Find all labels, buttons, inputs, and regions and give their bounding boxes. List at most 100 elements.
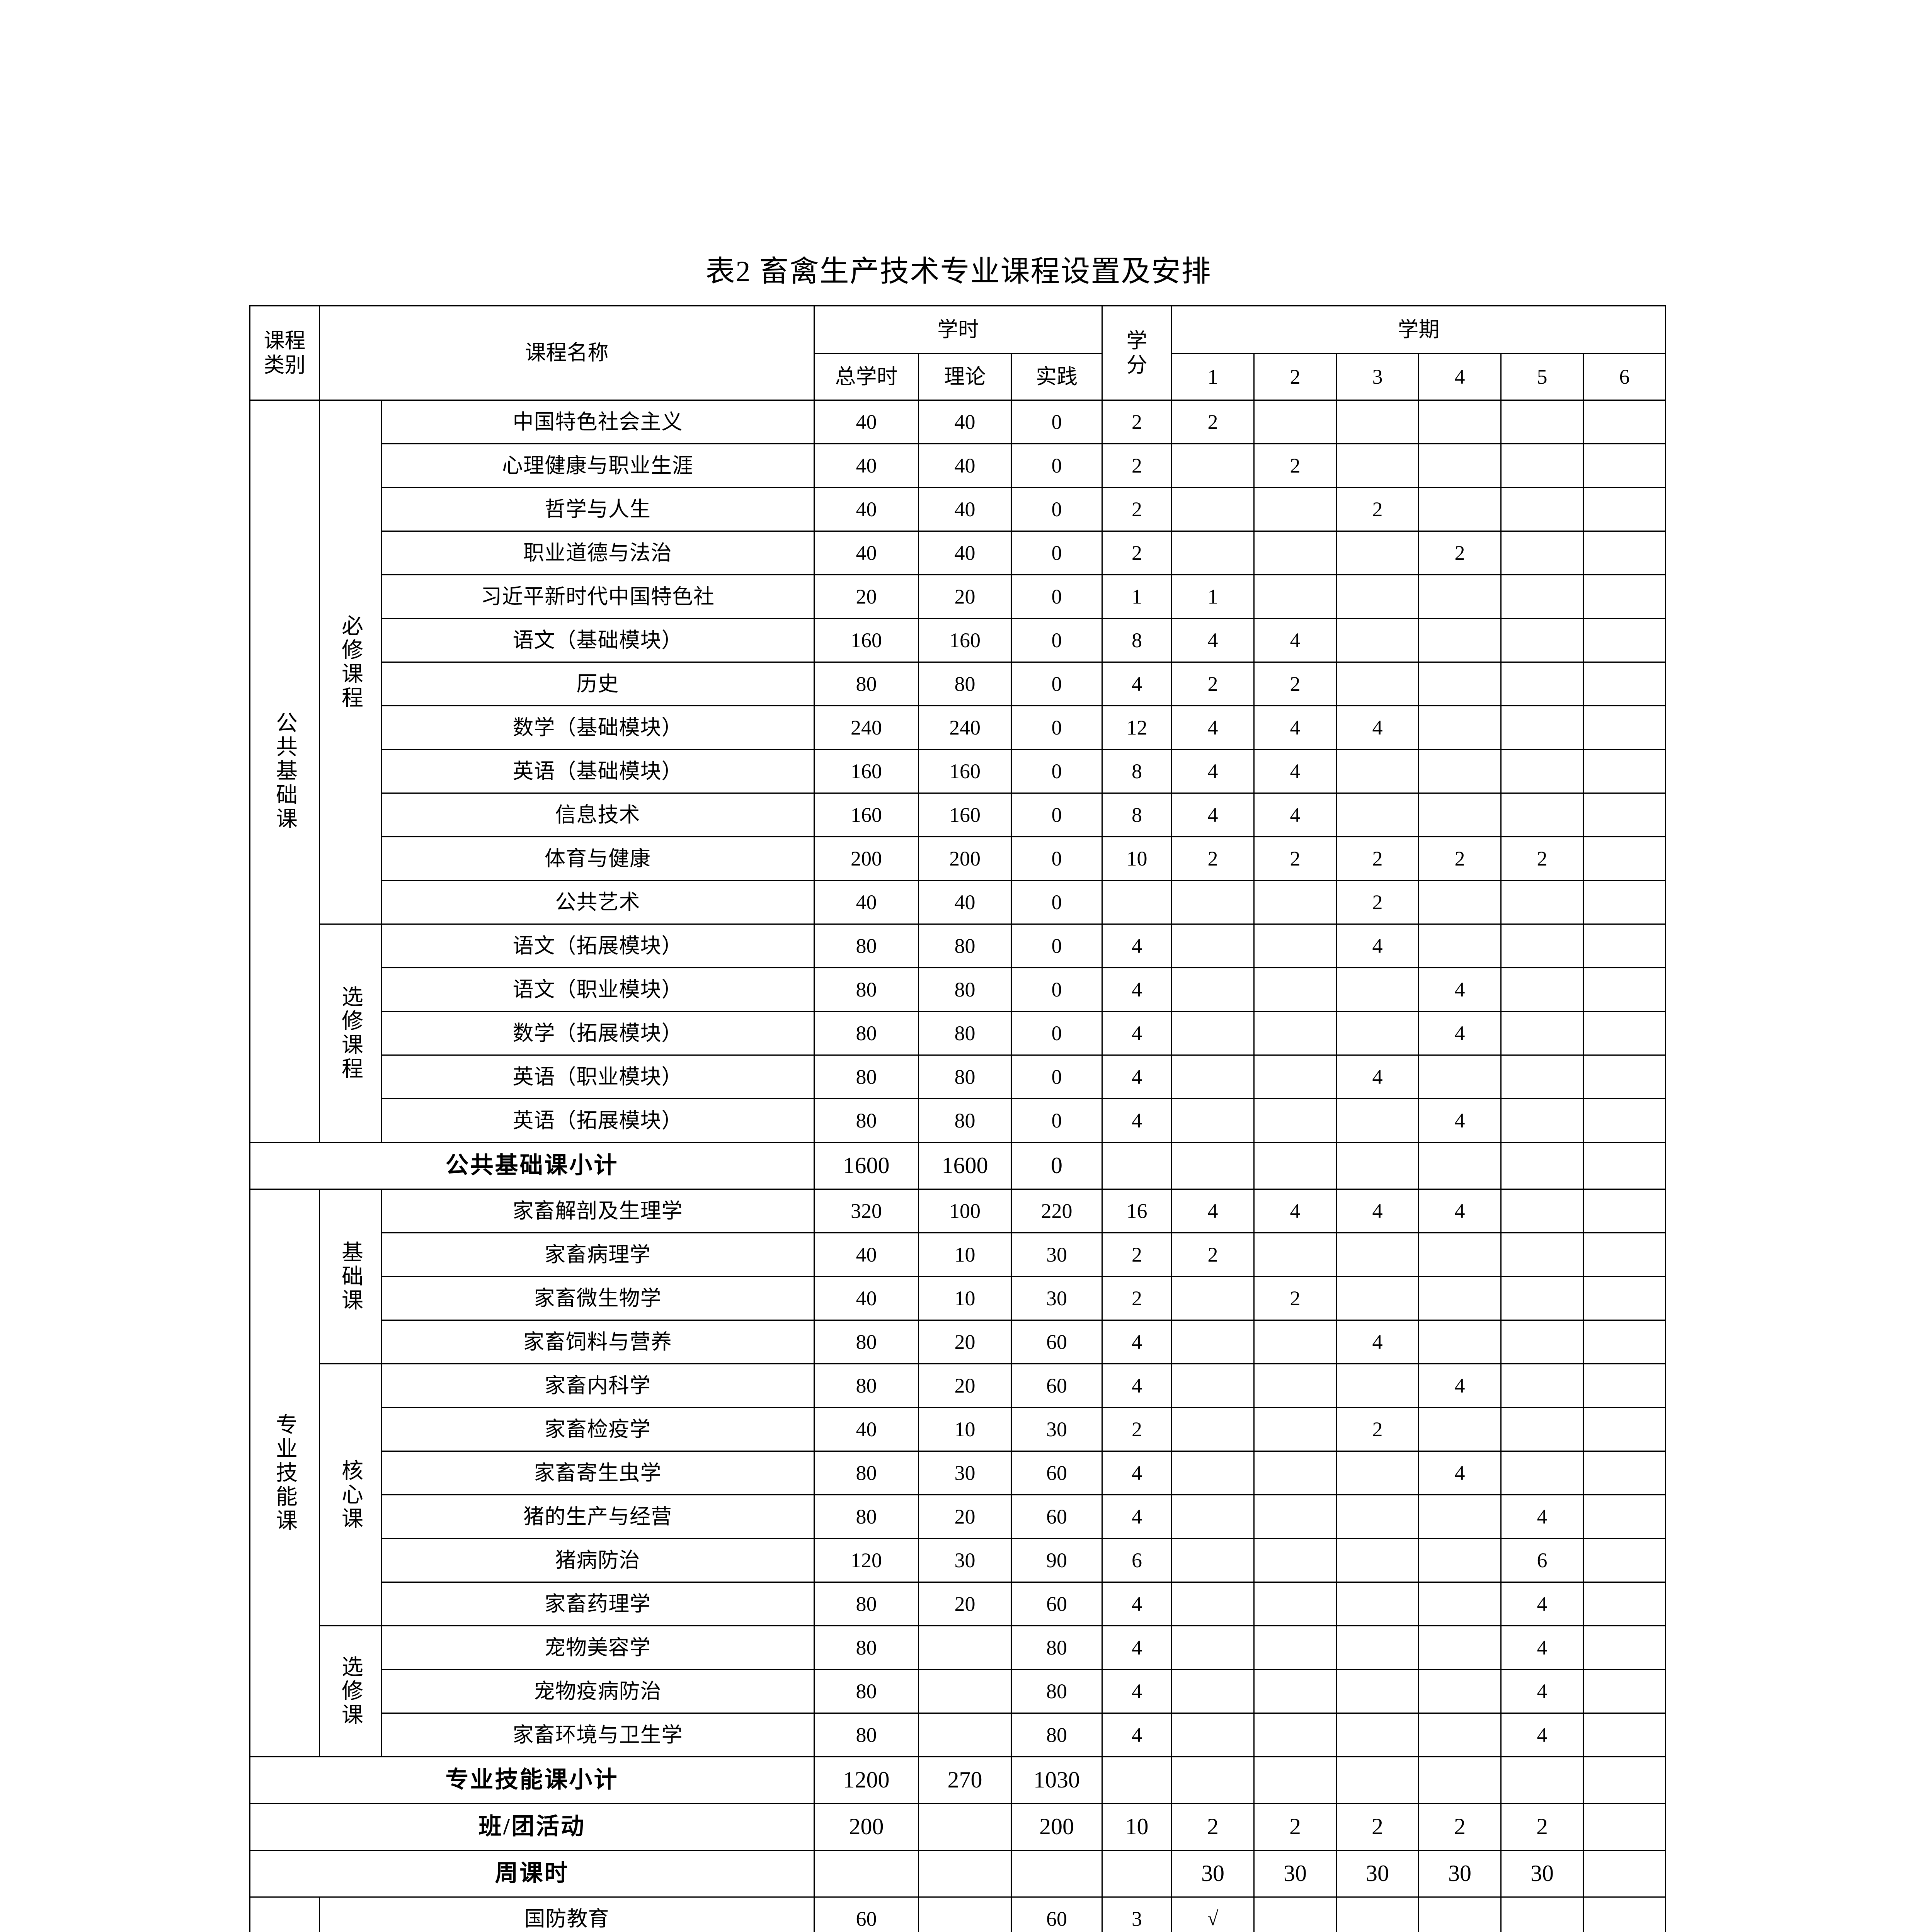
semester-6-cell xyxy=(1583,1582,1666,1626)
practice-hours-cell: 60 xyxy=(1011,1363,1103,1408)
table-row: 家畜环境与卫生学 80 80 4 4 xyxy=(250,1713,1666,1757)
credit-cell: 8 xyxy=(1102,618,1172,663)
semester-3-cell xyxy=(1336,400,1419,444)
table-row: 选修课程 语文（拓展模块） 80 80 0 4 4 xyxy=(250,923,1666,1143)
semester-6-cell xyxy=(1583,1189,1666,1233)
credit-cell: 8 xyxy=(1102,749,1172,794)
course-name-cell: 家畜病理学 xyxy=(381,1232,815,1277)
credit-cell: 10 xyxy=(1102,836,1172,881)
total-hours-cell: 80 xyxy=(814,967,919,1012)
semester-2-cell: 4 xyxy=(1253,1189,1337,1233)
subcategory-core-course-label: 核心课 xyxy=(338,1459,363,1531)
semester-6-cell xyxy=(1583,1276,1666,1321)
semester-3-cell: 4 xyxy=(1336,923,1419,968)
public-basic-subtotal-label: 公共基础课小计 xyxy=(249,1142,815,1190)
total-hours-cell: 40 xyxy=(814,487,919,532)
semester-5-cell xyxy=(1500,443,1584,488)
semester-2-cell xyxy=(1253,1011,1337,1056)
theory-hours-cell: 40 xyxy=(918,487,1012,532)
subcategory-basic-course: 基础课 xyxy=(319,1189,382,1364)
class-activity-semester-2: 2 xyxy=(1253,1803,1337,1851)
semester-4-cell: 4 xyxy=(1418,1451,1502,1495)
course-name-cell: 家畜内科学 xyxy=(381,1363,815,1408)
semester-2-cell: 2 xyxy=(1253,662,1337,706)
semester-2-cell xyxy=(1253,574,1337,619)
class-activity-total-hours: 200 xyxy=(814,1803,919,1851)
total-hours-cell: 60 xyxy=(814,1896,919,1932)
theory-hours-cell: 20 xyxy=(918,1320,1012,1364)
semester-3-cell xyxy=(1336,1098,1419,1143)
header-total-hours: 总学时 xyxy=(814,353,919,401)
table-row: 心理健康与职业生涯 40 40 0 2 2 xyxy=(250,443,1666,488)
semester-4-cell: 4 xyxy=(1418,967,1502,1012)
theory-hours-cell xyxy=(918,1896,1012,1932)
course-name-cell: 心理健康与职业生涯 xyxy=(381,443,815,488)
subtotal-semester-4 xyxy=(1418,1142,1502,1190)
semester-6-cell xyxy=(1583,618,1666,663)
practice-hours-cell: 0 xyxy=(1011,1098,1103,1143)
credit-cell: 6 xyxy=(1102,1538,1172,1583)
page-title: 表2 畜禽生产技术专业课程设置及安排 xyxy=(705,255,1212,288)
practice-hours-cell: 90 xyxy=(1011,1538,1103,1583)
category-public-basic-label: 公共基础课 xyxy=(272,711,297,831)
semester-3-cell: 4 xyxy=(1336,1054,1419,1099)
weekly-credit xyxy=(1102,1850,1172,1898)
semester-4-cell xyxy=(1418,662,1502,706)
credit-cell: 2 xyxy=(1102,443,1172,488)
practice-hours-cell: 220 xyxy=(1011,1189,1103,1233)
subtotal-semester-3 xyxy=(1336,1142,1419,1190)
semester-2-cell: 2 xyxy=(1253,836,1337,881)
semester-4-cell xyxy=(1418,1625,1502,1670)
semester-5-cell xyxy=(1500,618,1584,663)
semester-1-cell xyxy=(1171,923,1255,968)
semester-5-cell: 4 xyxy=(1500,1669,1584,1714)
semester-1-cell xyxy=(1171,1713,1255,1757)
semester-5-cell xyxy=(1500,923,1584,968)
practice-hours-cell: 80 xyxy=(1011,1625,1103,1670)
semester-1-cell xyxy=(1171,531,1255,575)
subcategory-required-label: 必修课程 xyxy=(338,614,363,710)
course-name-cell: 家畜药理学 xyxy=(381,1582,815,1626)
practice-hours-cell: 0 xyxy=(1011,531,1103,575)
course-name-cell: 家畜寄生虫学 xyxy=(381,1451,815,1495)
theory-hours-cell xyxy=(918,1669,1012,1714)
semester-3-cell: 4 xyxy=(1336,1189,1419,1233)
subcategory-elective-prof: 选修课 xyxy=(319,1625,382,1757)
table-row: 英语（职业模块） 80 80 0 4 4 xyxy=(250,1054,1666,1099)
semester-3-cell xyxy=(1336,1276,1419,1321)
total-hours-cell: 80 xyxy=(814,1098,919,1143)
semester-4-cell xyxy=(1418,923,1502,968)
header-category-label-2: 类别 xyxy=(264,353,306,377)
theory-hours-cell: 10 xyxy=(918,1232,1012,1277)
class-activity-semester-5: 2 xyxy=(1500,1803,1584,1851)
category-public-basic: 公共基础课 xyxy=(249,400,320,1143)
credit-cell: 2 xyxy=(1102,1407,1172,1452)
table-row: 体育与健康 200 200 0 10 2 2 2 2 2 xyxy=(250,836,1666,881)
table-row: 英语（基础模块） 160 160 0 8 4 4 xyxy=(250,749,1666,794)
class-activity-practice-hours: 200 xyxy=(1011,1803,1103,1851)
semester-6-cell xyxy=(1583,1011,1666,1056)
course-schedule-table-wrapper: 课程 类别 课程名称 学时学分学期 总学时 理论 实践 1 2 3 4 5 6 公共基础课 必修课程 中国特色… xyxy=(249,305,1666,1932)
credit-cell: 4 xyxy=(1102,1582,1172,1626)
credit-cell: 4 xyxy=(1102,1713,1172,1757)
total-hours-cell: 40 xyxy=(814,880,919,925)
credit-cell: 4 xyxy=(1102,967,1172,1012)
theory-hours-cell: 80 xyxy=(918,1011,1012,1056)
semester-2-cell: 4 xyxy=(1253,618,1337,663)
semester-2-cell xyxy=(1253,1232,1337,1277)
category-practice-section-wrap: 实践环节 xyxy=(251,1898,318,1932)
header-semester-1: 1 xyxy=(1171,353,1255,401)
course-name-cell: 信息技术 xyxy=(381,793,815,837)
subtotal-total-hours: 1600 xyxy=(814,1142,919,1190)
table-row: 家畜病理学 40 10 30 2 2 xyxy=(250,1232,1666,1277)
prof-subtotal-semester-4 xyxy=(1418,1756,1502,1804)
theory-hours-cell: 20 xyxy=(918,574,1012,619)
practice-hours-cell: 80 xyxy=(1011,1713,1103,1757)
semester-4-cell xyxy=(1418,1494,1502,1539)
public-basic-subtotal-row: 公共基础课小计 1600 1600 0 xyxy=(249,1142,1666,1190)
credit-cell: 4 xyxy=(1102,662,1172,706)
semester-2-cell xyxy=(1253,487,1337,532)
weekly-practice-hours xyxy=(1011,1850,1103,1898)
total-hours-cell: 80 xyxy=(814,662,919,706)
